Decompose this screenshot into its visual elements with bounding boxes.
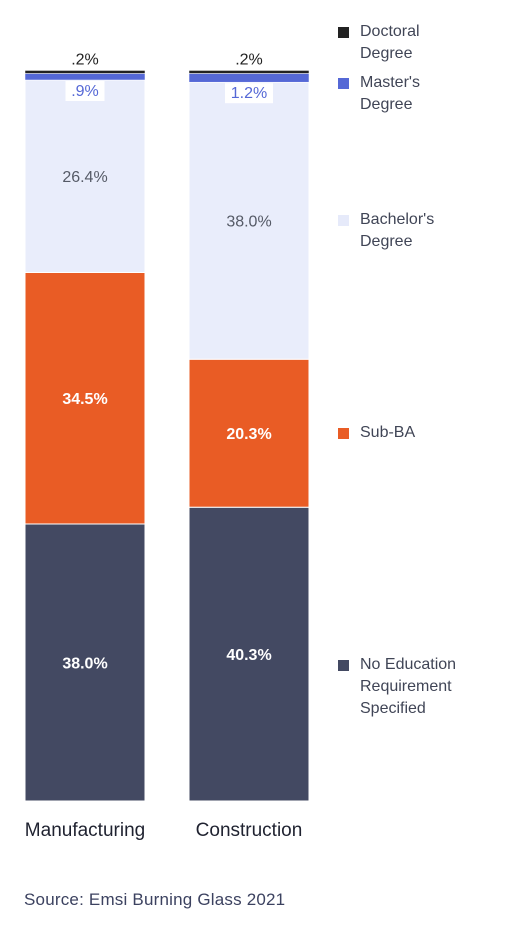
- category-label-construction: Construction: [196, 820, 303, 841]
- bar-segment-construction-bachelor-s-degree: [188, 81, 310, 360]
- category-label-manufacturing: Manufacturing: [25, 820, 145, 841]
- data-label-manufacturing-doctoral-degree: .2%: [71, 51, 99, 68]
- legend-swatch-no-education: [338, 660, 349, 671]
- data-label-manufacturing-sub-ba: 34.5%: [62, 391, 107, 408]
- legend-label-no-education: No Education Requirement Specified: [360, 656, 457, 717]
- data-label-construction-sub-ba: 20.3%: [226, 426, 271, 443]
- legend-swatch-doctoral: [338, 27, 349, 38]
- bar-segment-manufacturing-sub-ba: [24, 271, 146, 525]
- legend-swatch-masters: [338, 78, 349, 89]
- data-label-construction-no-education-requirement-specified: 40.3%: [226, 647, 271, 664]
- legend-item-sub-ba: Sub-BA: [338, 422, 500, 444]
- legend-label-doctoral: Doctoral Degree: [360, 23, 420, 62]
- data-label-manufacturing-master-s-degree: .9%: [71, 83, 99, 100]
- legend-item-masters: Master's Degree: [338, 72, 500, 116]
- bar-segment-manufacturing-doctoral-degree: [24, 70, 146, 74]
- bar-segment-manufacturing-no-education-requirement-specified: [24, 523, 146, 802]
- bar-segment-construction-no-education-requirement-specified: [188, 506, 310, 802]
- legend-label-masters: Master's Degree: [360, 74, 420, 113]
- bar-segment-manufacturing-master-s-degree: [24, 73, 146, 81]
- bar-segment-construction-master-s-degree: [188, 73, 310, 83]
- legend-item-no-education: No Education Requirement Specified: [338, 654, 500, 720]
- bar-segment-manufacturing-bachelor-s-degree: [24, 79, 146, 273]
- legend-swatch-bachelors: [338, 215, 349, 226]
- data-label-construction-doctoral-degree: .2%: [235, 51, 263, 68]
- legend-swatch-sub-ba: [338, 428, 349, 439]
- data-label-manufacturing-bachelor-s-degree: 26.4%: [62, 169, 107, 186]
- data-label-construction-bachelor-s-degree: 38.0%: [226, 214, 271, 231]
- data-label-bg-manufacturing-master-s-degree: [65, 81, 105, 102]
- legend-item-doctoral: Doctoral Degree: [338, 21, 500, 65]
- legend-label-bachelors: Bachelor's Degree: [360, 211, 435, 250]
- legend-item-bachelors: Bachelor's Degree: [338, 209, 500, 253]
- data-label-construction-master-s-degree: 1.2%: [231, 85, 267, 102]
- bar-segment-construction-doctoral-degree: [188, 70, 310, 74]
- data-label-manufacturing-no-education-requirement-specified: 38.0%: [62, 655, 107, 672]
- stacked-bar-chart: 38.0% 34.5% 26.4% .9% .2% Manufacturing 40.3% 2…: [24, 51, 310, 841]
- source-note: Source: Emsi Burning Glass 2021: [24, 890, 286, 909]
- data-label-bg-construction-master-s-degree: [225, 83, 273, 104]
- legend-label-sub-ba: Sub-BA: [360, 424, 416, 441]
